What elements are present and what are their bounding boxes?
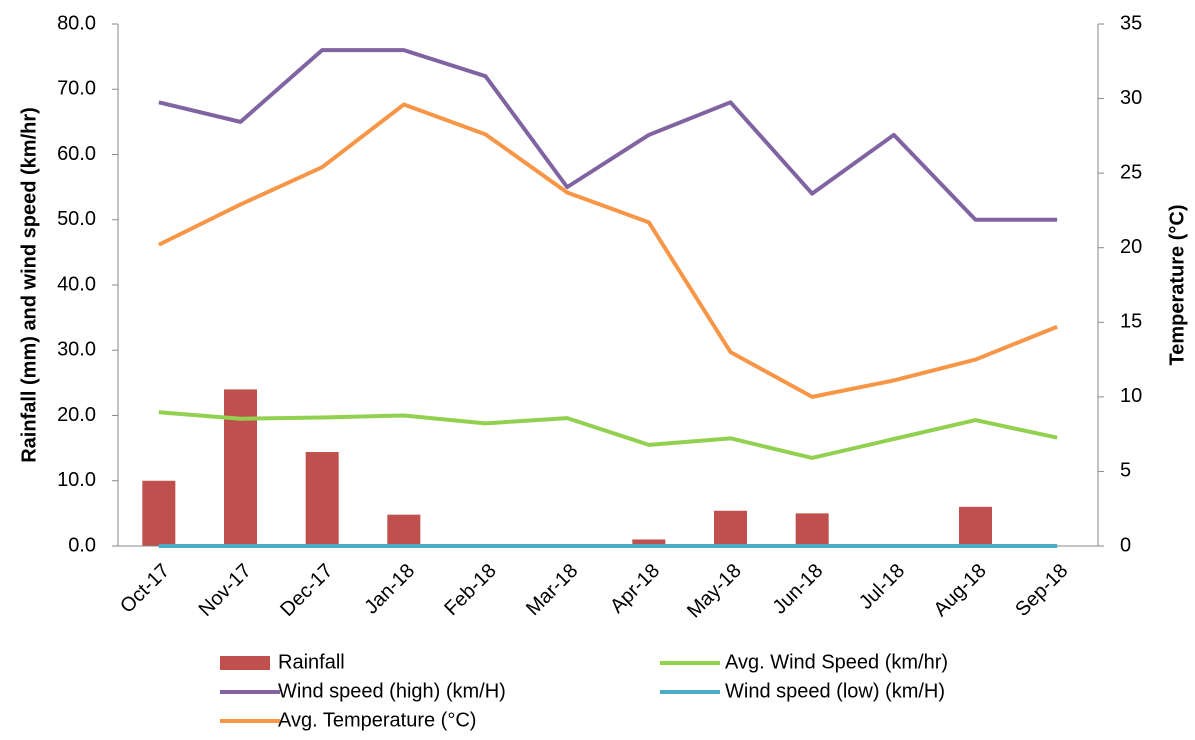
x-tick-label: Mar-18 (522, 560, 582, 620)
legend-label: Avg. Temperature (°C) (278, 709, 476, 731)
y-tick-label: 60.0 (57, 143, 96, 165)
y2-tick-label: 35 (1120, 12, 1142, 34)
x-tick-label: Dec-17 (276, 560, 337, 621)
x-tick-label: Apr-18 (606, 560, 664, 618)
x-tick-label: Oct-17 (116, 560, 174, 618)
y2-tick-label: 30 (1120, 87, 1142, 109)
y-axis-title: Rainfall (mm) and wind speed (km/hr) (18, 107, 40, 463)
y2-tick-label: 15 (1120, 311, 1142, 333)
x-tick-label: Jan-18 (360, 560, 419, 619)
y-tick-label: 20.0 (57, 404, 96, 426)
x-tick-label: Jul-18 (855, 560, 909, 614)
x-tick-label: May-18 (683, 560, 746, 623)
x-tick-label: Sep-18 (1011, 560, 1072, 621)
legend-label: Avg. Wind Speed (km/hr) (725, 651, 948, 673)
y2-tick-label: 10 (1120, 385, 1142, 407)
bar (632, 539, 666, 546)
bar (305, 452, 339, 546)
bar (142, 480, 176, 546)
x-tick-label: Feb-18 (440, 560, 500, 620)
y2-axis-title: Temperature (°C) (1166, 205, 1188, 366)
y-tick-label: 80.0 (57, 12, 96, 34)
y2-tick-label: 5 (1120, 460, 1131, 482)
y-tick-label: 70.0 (57, 78, 96, 100)
line-series (158, 410, 1058, 460)
x-tick-label: Nov-17 (195, 560, 256, 621)
line-series (157, 102, 1058, 399)
x-tick-label: Aug-18 (930, 560, 991, 621)
y-tick-label: 40.0 (57, 273, 96, 295)
y-tick-label: 10.0 (57, 469, 96, 491)
y-tick-label: 30.0 (57, 339, 96, 361)
y2-tick-label: 20 (1120, 236, 1142, 258)
legend-label: Wind speed (low) (km/H) (725, 680, 945, 702)
bar (714, 510, 747, 546)
x-tick-label: Jun-18 (769, 560, 828, 619)
bar (387, 514, 421, 546)
bar (795, 513, 829, 546)
bar (224, 389, 257, 546)
legend-swatch (220, 656, 270, 670)
y-tick-label: 50.0 (57, 208, 96, 230)
y2-tick-label: 0 (1120, 534, 1131, 556)
y2-tick-label: 25 (1120, 161, 1142, 183)
line-series (158, 48, 1058, 222)
y-tick-label: 0.0 (68, 534, 96, 556)
legend-label: Rainfall (278, 651, 345, 673)
legend-label: Wind speed (high) (km/H) (278, 680, 506, 702)
bar (959, 506, 992, 546)
